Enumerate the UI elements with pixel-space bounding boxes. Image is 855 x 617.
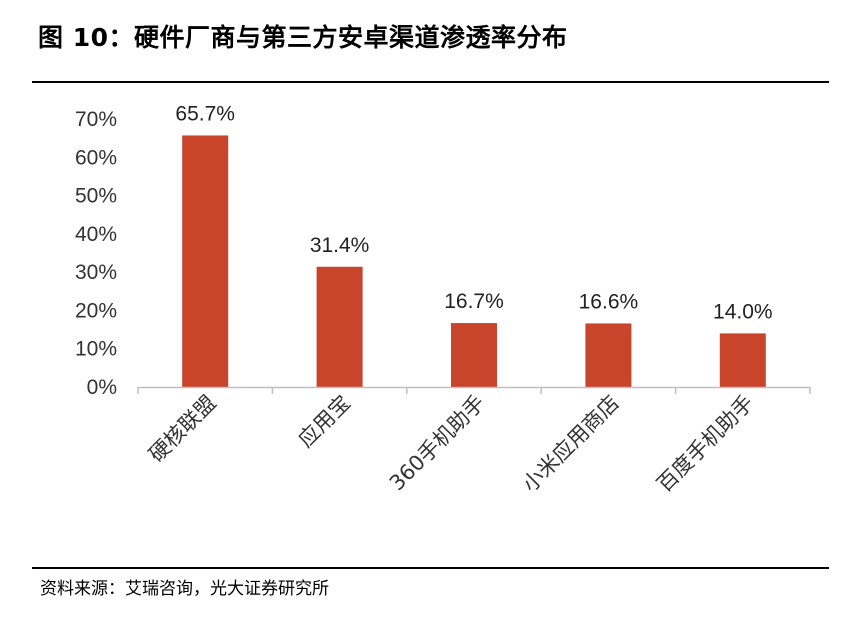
- top-rule: [32, 81, 829, 83]
- source-note: 资料来源：艾瑞咨询，光大证券研究所: [40, 579, 329, 599]
- bar: [316, 266, 363, 387]
- data-label: 16.7%: [444, 290, 504, 313]
- y-tick-label: 60%: [75, 146, 117, 169]
- x-axis: 硬核联盟 应用宝 360手机助手 小米应用商店 百度手机助手: [137, 386, 811, 497]
- y-tick-label: 0%: [87, 376, 117, 399]
- y-tick-label: 70%: [75, 108, 117, 131]
- bar: [182, 135, 229, 387]
- data-label: 65.7%: [175, 102, 235, 125]
- category-label: 硬核联盟: [144, 391, 220, 467]
- bar: [451, 323, 497, 387]
- y-tick-label: 50%: [75, 185, 117, 208]
- y-tick-label: 40%: [75, 223, 117, 246]
- figure-title: 图 10：硬件厂商与第三方安卓渠道渗透率分布: [38, 23, 568, 52]
- category-label: 百度手机助手: [652, 391, 758, 497]
- y-tick-label: 10%: [75, 338, 117, 361]
- y-tick-label: 30%: [75, 261, 117, 284]
- bottom-rule: [32, 567, 829, 569]
- y-axis: 0% 10% 20% 30% 40% 50% 60% 70%: [75, 108, 117, 399]
- data-label: 31.4%: [310, 234, 370, 257]
- bars: 65.7% 31.4% 16.7% 16.6% 14.0%: [175, 102, 773, 387]
- data-label: 14.0%: [713, 300, 773, 323]
- y-tick-label: 20%: [75, 299, 117, 322]
- category-label: 小米应用商店: [518, 391, 624, 497]
- bar: [719, 333, 766, 387]
- category-label: 应用宝: [294, 391, 356, 453]
- bar: [585, 323, 632, 387]
- data-label: 16.6%: [579, 290, 639, 313]
- category-label: 360手机助手: [385, 391, 490, 496]
